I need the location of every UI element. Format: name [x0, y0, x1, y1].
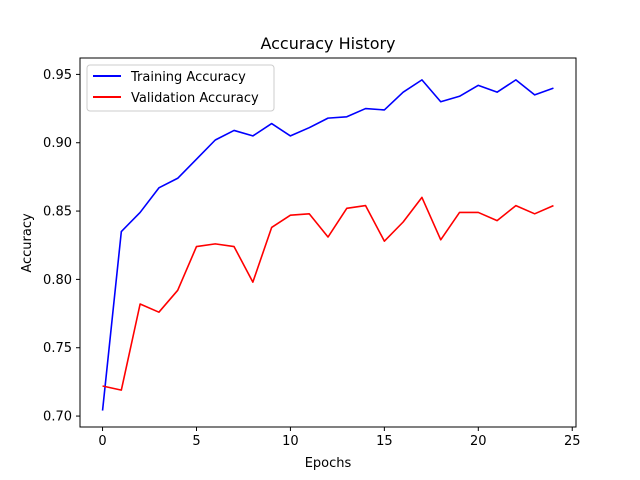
plot-lines — [101, 79, 554, 411]
x-tick-label: 25 — [564, 434, 581, 449]
y-axis-label: Accuracy — [20, 213, 35, 273]
y-tick-label: 0.85 — [43, 205, 72, 220]
chart-title: Accuracy History — [260, 34, 395, 53]
x-axis-ticks: 0 5 10 15 20 25 — [98, 427, 581, 449]
x-tick-label: 0 — [98, 434, 106, 449]
legend-label-validation: Validation Accuracy — [131, 91, 259, 106]
x-tick-label: 15 — [376, 434, 393, 449]
x-axis-label: Epochs — [305, 456, 352, 471]
series-line-1 — [102, 196, 554, 391]
y-tick-label: 0.75 — [43, 341, 72, 356]
y-tick-label: 0.95 — [43, 68, 72, 83]
legend: Training Accuracy Validation Accuracy — [86, 64, 275, 112]
x-tick-label: 10 — [282, 434, 299, 449]
plot-frame — [79, 57, 577, 428]
y-axis-ticks: 0.70 0.75 0.80 0.85 0.90 0.95 — [43, 68, 80, 425]
legend-box — [86, 64, 275, 112]
series-line-0 — [101, 79, 554, 411]
legend-label-training: Training Accuracy — [130, 70, 246, 85]
y-tick-label: 0.90 — [43, 136, 72, 151]
x-tick-label: 20 — [470, 434, 487, 449]
y-tick-label: 0.70 — [43, 410, 72, 425]
y-tick-label: 0.80 — [43, 273, 72, 288]
x-tick-label: 5 — [192, 434, 200, 449]
